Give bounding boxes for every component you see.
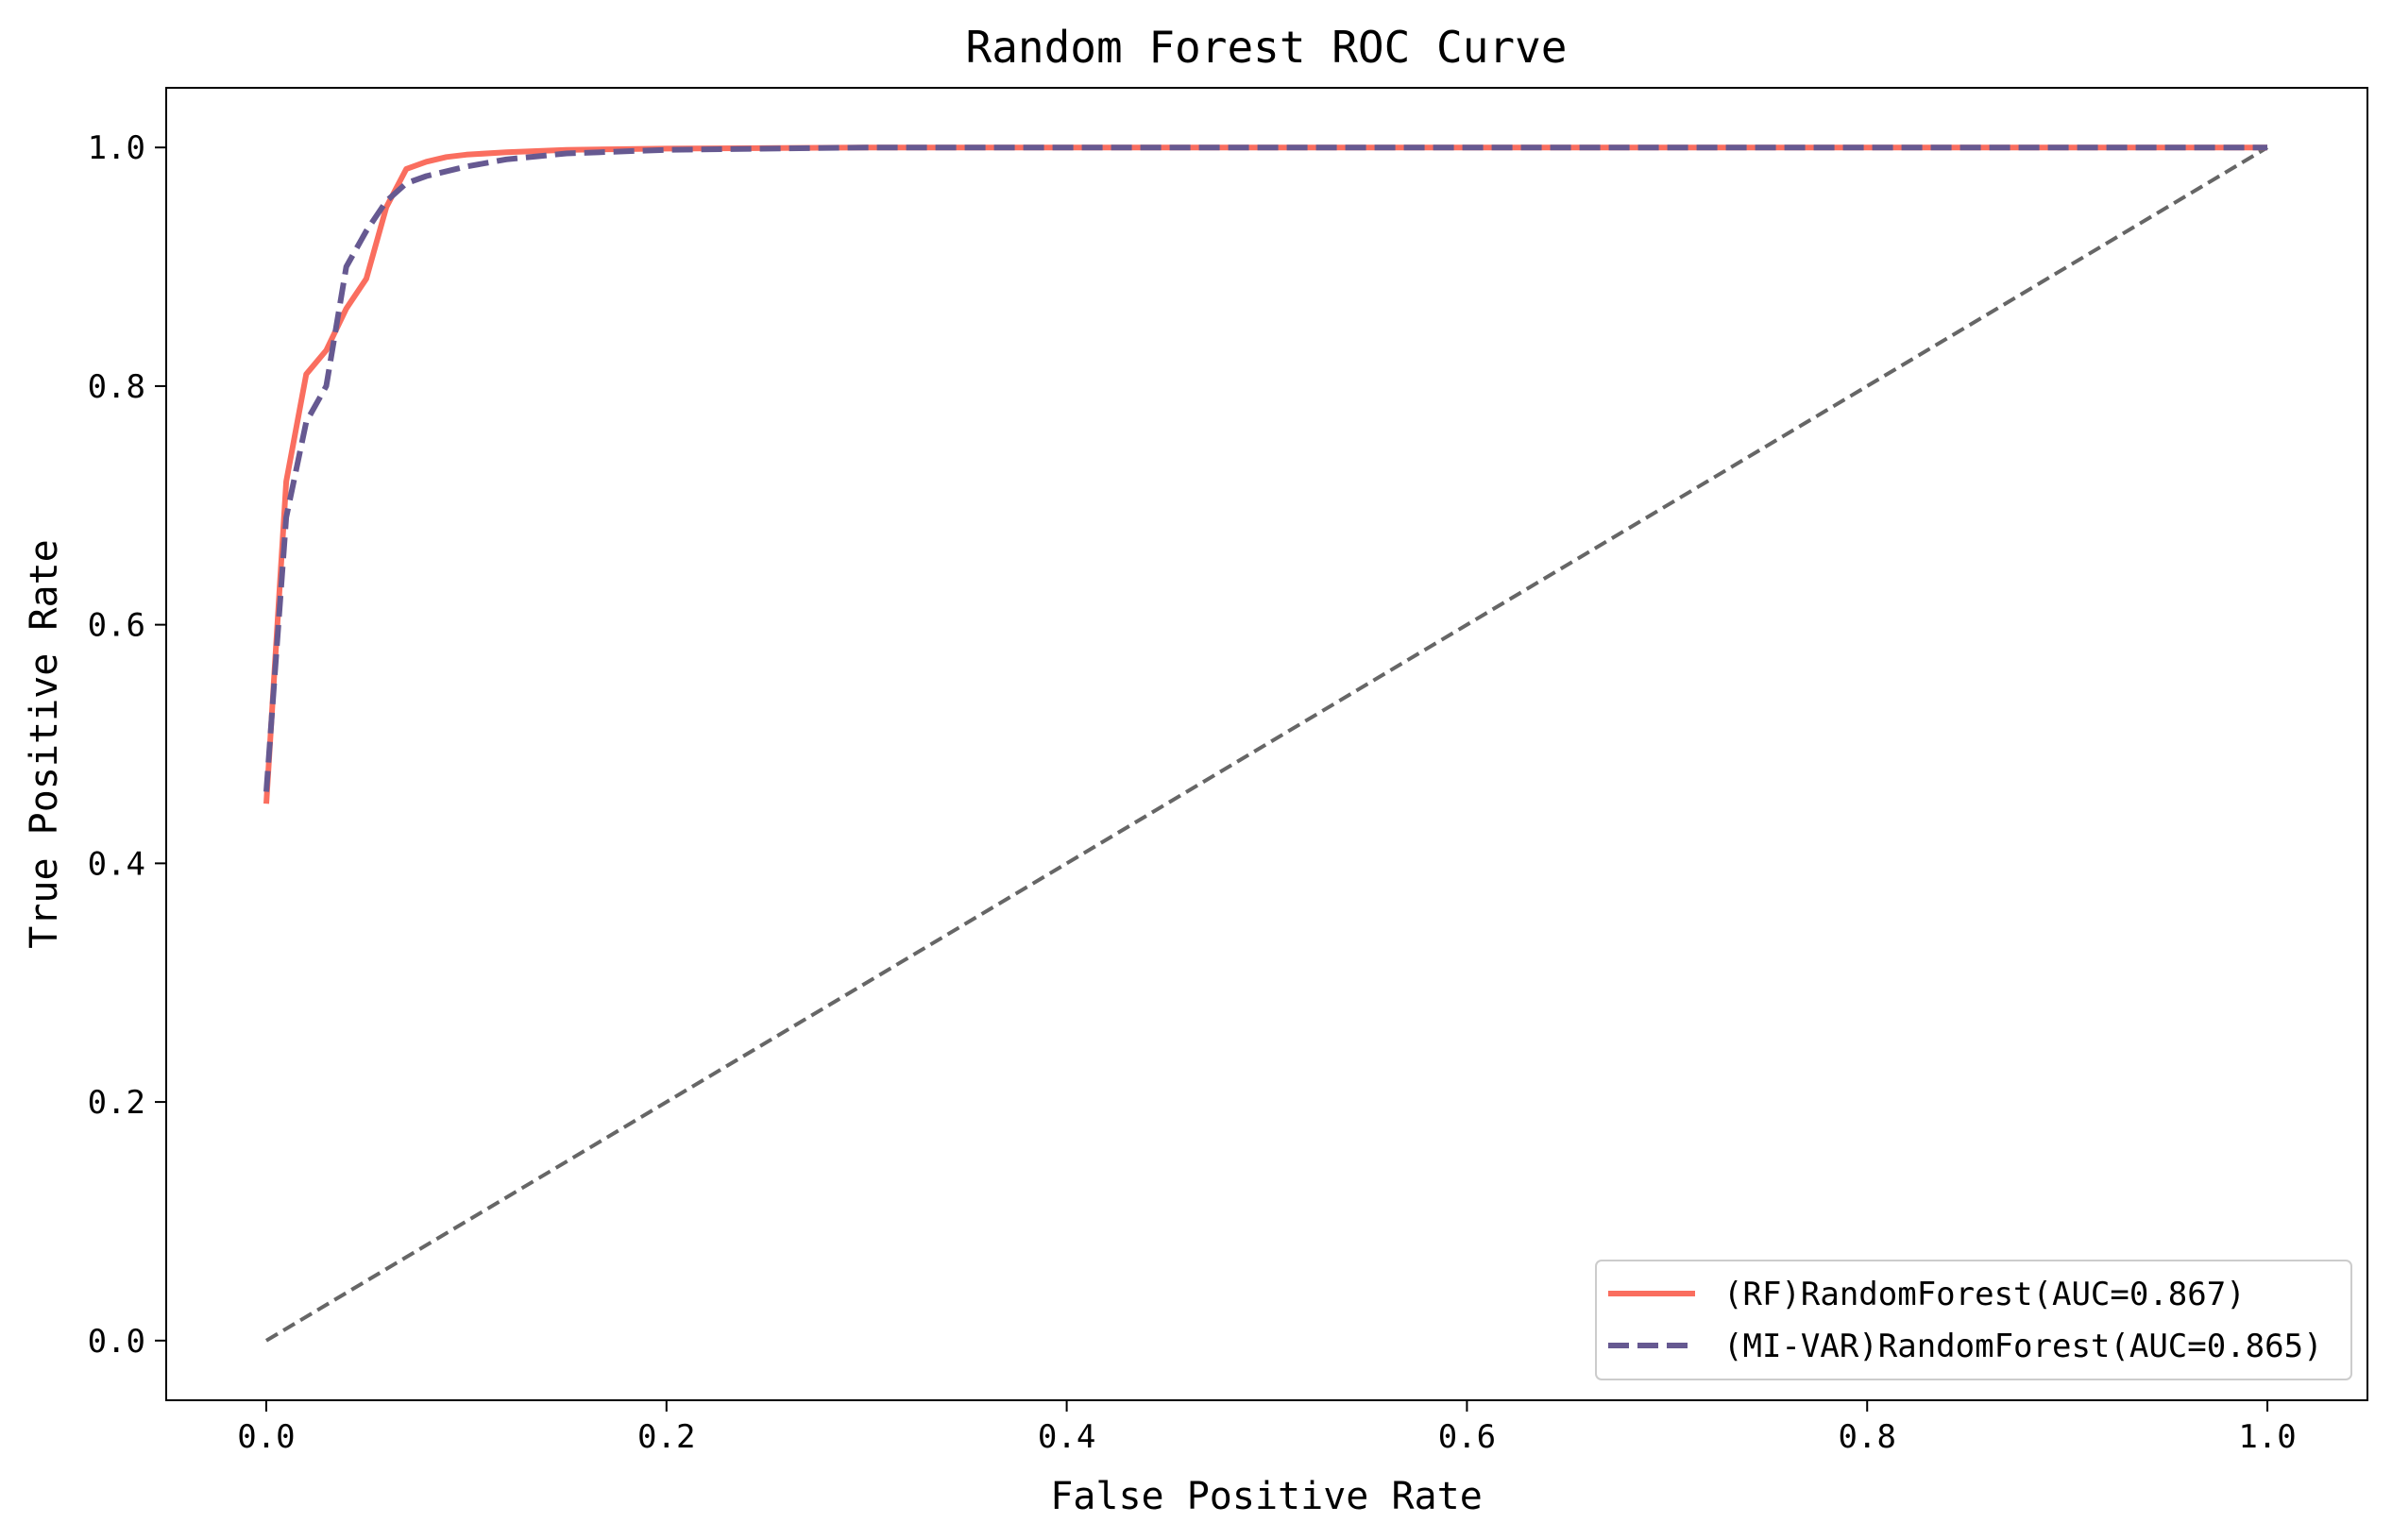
legend-label-mivar: (MI-VAR)RandomForest(AUC=0.865)	[1723, 1328, 2323, 1365]
x-tick-label: 0.8	[1839, 1418, 1896, 1456]
x-tick-label: 0.0	[237, 1418, 295, 1456]
legend: (RF)RandomForest(AUC=0.867) (MI-VAR)Rand…	[1595, 1260, 2352, 1380]
plot-frame	[165, 87, 2368, 1401]
legend-box	[1595, 1260, 2352, 1380]
y-tick-label: 0.0	[88, 1323, 145, 1361]
y-axis-ticks: 0.0 0.2 0.4 0.6 0.8 1.0	[88, 129, 166, 1361]
plot-lines	[263, 144, 2269, 1343]
y-tick-label: 0.4	[88, 845, 145, 883]
legend-label-rf: (RF)RandomForest(AUC=0.867)	[1723, 1276, 2246, 1313]
x-axis-ticks: 0.0 0.2 0.4 0.6 0.8 1.0	[237, 1400, 2297, 1456]
chart-title: Random Forest ROC Curve	[966, 22, 1568, 73]
x-tick-label: 0.4	[1038, 1418, 1095, 1456]
chance-diagonal-line	[264, 145, 2269, 1343]
y-tick-label: 0.6	[88, 607, 145, 645]
y-tick-label: 1.0	[88, 129, 145, 167]
x-tick-label: 1.0	[2238, 1418, 2296, 1456]
y-axis-label: True Positive Rate	[23, 539, 66, 948]
x-axis-label: False Positive Rate	[1050, 1475, 1483, 1518]
y-tick-label: 0.8	[88, 368, 145, 406]
y-tick-label: 0.2	[88, 1084, 145, 1122]
x-tick-label: 0.2	[637, 1418, 695, 1456]
mivar-roc-line	[263, 144, 2267, 792]
x-tick-label: 0.6	[1438, 1418, 1496, 1456]
